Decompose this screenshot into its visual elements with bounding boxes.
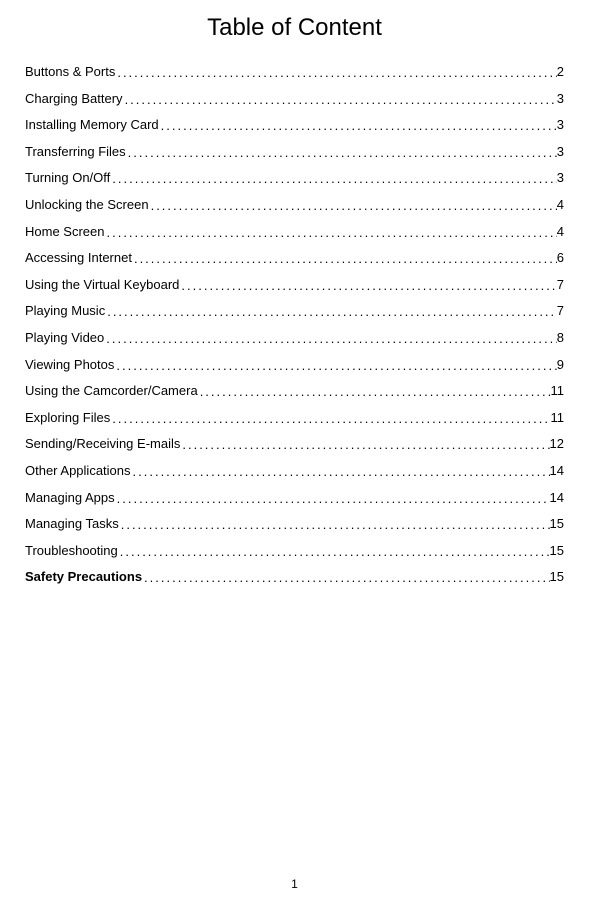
toc-entry-page: 7 (557, 277, 564, 293)
toc-entry-page: 14 (550, 463, 564, 479)
toc-leader-dots: ........................................… (110, 171, 557, 187)
toc-row: Troubleshooting.........................… (25, 543, 564, 559)
toc-leader-dots: ........................................… (179, 278, 556, 294)
toc-leader-dots: ........................................… (104, 331, 557, 347)
toc-entry-page: 11 (551, 410, 565, 426)
toc-entry-page: 3 (557, 117, 564, 133)
toc-row: Charging Battery........................… (25, 91, 564, 107)
toc-row: Playing Video...........................… (25, 330, 564, 346)
toc-leader-dots: ........................................… (142, 570, 549, 586)
toc-row: Other Applications......................… (25, 463, 564, 479)
toc-entry-label: Safety Precautions (25, 569, 142, 585)
toc-entry-label: Transferring Files (25, 144, 126, 160)
toc-entry-page: 3 (557, 91, 564, 107)
toc-row: Using the Virtual Keyboard..............… (25, 277, 564, 293)
toc-row: Playing Music...........................… (25, 303, 564, 319)
toc-leader-dots: ........................................… (104, 225, 556, 241)
toc-entry-label: Viewing Photos (25, 357, 114, 373)
toc-row: Exploring Files.........................… (25, 410, 564, 426)
toc-leader-dots: ........................................… (119, 517, 550, 533)
toc-leader-dots: ........................................… (105, 304, 557, 320)
toc-entry-label: Managing Apps (25, 490, 115, 506)
toc-leader-dots: ........................................… (131, 464, 550, 480)
toc-row: Installing Memory Card..................… (25, 117, 564, 133)
toc-row: Turning On/Off..........................… (25, 170, 564, 186)
toc-leader-dots: ........................................… (159, 118, 557, 134)
page-title: Table of Content (25, 14, 564, 42)
toc-entry-label: Accessing Internet (25, 250, 132, 266)
toc-leader-dots: ........................................… (149, 198, 557, 214)
document-page: Table of Content Buttons & Ports........… (0, 0, 589, 909)
toc-row: Transferring Files......................… (25, 144, 564, 160)
toc-row: Unlocking the Screen....................… (25, 197, 564, 213)
toc-entry-label: Using the Camcorder/Camera (25, 383, 198, 399)
toc-entry-label: Playing Video (25, 330, 104, 346)
toc-leader-dots: ........................................… (110, 411, 550, 427)
toc-leader-dots: ........................................… (118, 544, 550, 560)
toc-entry-label: Charging Battery (25, 91, 123, 107)
toc-entry-label: Using the Virtual Keyboard (25, 277, 179, 293)
toc-entry-page: 15 (550, 569, 564, 585)
toc-row: Viewing Photos..........................… (25, 357, 564, 373)
toc-entry-page: 4 (557, 197, 564, 213)
toc-row: Sending/Receiving E-mails...............… (25, 436, 564, 452)
toc-leader-dots: ........................................… (180, 437, 549, 453)
toc-entry-page: 11 (551, 383, 565, 399)
toc-row: Buttons & Ports.........................… (25, 64, 564, 80)
toc-leader-dots: ........................................… (198, 384, 551, 400)
toc-entry-page: 4 (557, 224, 564, 240)
toc-entry-label: Exploring Files (25, 410, 110, 426)
toc-entry-page: 6 (557, 250, 564, 266)
toc-leader-dots: ........................................… (115, 491, 550, 507)
toc-row: Managing Tasks..........................… (25, 516, 564, 532)
table-of-contents: Buttons & Ports.........................… (25, 64, 564, 585)
toc-entry-page: 14 (550, 490, 564, 506)
toc-entry-label: Other Applications (25, 463, 131, 479)
toc-entry-label: Troubleshooting (25, 543, 118, 559)
toc-entry-page: 8 (557, 330, 564, 346)
toc-leader-dots: ........................................… (114, 358, 556, 374)
toc-leader-dots: ........................................… (132, 251, 557, 267)
toc-entry-label: Buttons & Ports (25, 64, 115, 80)
toc-row: Accessing Internet......................… (25, 250, 564, 266)
toc-row: Using the Camcorder/Camera..............… (25, 383, 564, 399)
toc-row: Home Screen.............................… (25, 224, 564, 240)
toc-entry-page: 3 (557, 170, 564, 186)
toc-row: Safety Precautions......................… (25, 569, 564, 585)
toc-entry-page: 9 (557, 357, 564, 373)
toc-entry-label: Installing Memory Card (25, 117, 159, 133)
toc-leader-dots: ........................................… (126, 145, 557, 161)
toc-entry-label: Managing Tasks (25, 516, 119, 532)
toc-entry-page: 15 (550, 516, 564, 532)
toc-entry-page: 2 (557, 64, 564, 80)
toc-entry-label: Sending/Receiving E-mails (25, 436, 180, 452)
toc-leader-dots: ........................................… (123, 92, 557, 108)
toc-entry-label: Turning On/Off (25, 170, 110, 186)
toc-row: Managing Apps...........................… (25, 490, 564, 506)
toc-entry-page: 7 (557, 303, 564, 319)
page-number: 1 (0, 877, 589, 891)
toc-entry-label: Unlocking the Screen (25, 197, 149, 213)
toc-entry-page: 15 (550, 543, 564, 559)
toc-entry-page: 12 (550, 436, 564, 452)
toc-entry-page: 3 (557, 144, 564, 160)
toc-entry-label: Playing Music (25, 303, 105, 319)
toc-leader-dots: ........................................… (115, 65, 556, 81)
toc-entry-label: Home Screen (25, 224, 104, 240)
